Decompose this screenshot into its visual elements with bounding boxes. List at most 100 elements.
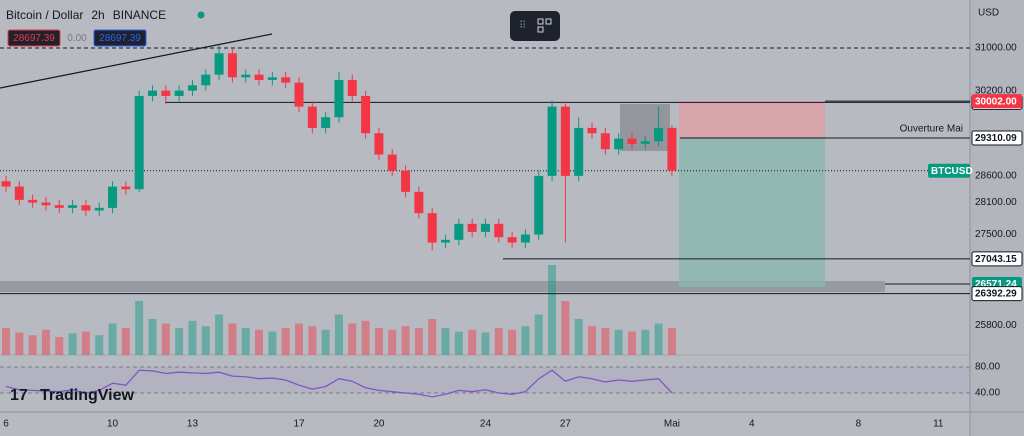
- candle-body: [547, 106, 557, 176]
- volume-bar: [454, 331, 463, 355]
- candle-body: [187, 85, 197, 91]
- buy-box[interactable]: [93, 29, 147, 47]
- volume-bar: [441, 328, 450, 355]
- candle-body: [94, 207, 104, 211]
- volume-bar: [614, 329, 623, 355]
- candle-body: [587, 127, 597, 134]
- volume-bar: [121, 328, 130, 355]
- x-tick-label: 27: [560, 419, 572, 430]
- x-tick-label: 11: [933, 419, 944, 430]
- volume-bar: [641, 329, 650, 355]
- volume-bar: [55, 337, 64, 355]
- status-dot: [197, 11, 205, 19]
- candle-body: [174, 90, 184, 96]
- volume-bar: [361, 320, 370, 355]
- logo-mark: 17: [10, 387, 28, 404]
- exchange: BINANCE: [113, 8, 166, 22]
- level-note: Ouverture Mai: [900, 124, 963, 135]
- volume-bar: [494, 328, 503, 355]
- candle-body: [494, 223, 504, 238]
- x-tick-label: 6: [3, 419, 9, 430]
- x-tick-label: 8: [856, 419, 862, 430]
- volume-bar: [334, 314, 343, 355]
- candle-body: [614, 138, 624, 150]
- icon: [537, 18, 544, 25]
- volume-bar: [215, 314, 224, 355]
- stop-zone: [679, 101, 825, 138]
- price-label: 27043.15: [975, 254, 1017, 265]
- price-label-bg: [928, 163, 970, 178]
- candle-body: [654, 127, 664, 142]
- candle-body: [387, 154, 397, 171]
- price-label: BTCUSD: [931, 166, 973, 177]
- rsi-line: [5, 369, 673, 398]
- y-tick-label: 27500.00: [975, 229, 1017, 240]
- price-label-bg: [971, 286, 1023, 302]
- rsi-tick-label: 40.00: [975, 388, 1000, 399]
- volume-bar: [481, 332, 490, 355]
- candle-body: [600, 133, 610, 150]
- candle-body: [441, 239, 451, 243]
- volume-bar: [521, 326, 530, 355]
- volume-bar: [95, 335, 104, 355]
- candle-body: [640, 141, 650, 144]
- candle-body: [520, 234, 530, 243]
- candle-body: [1, 181, 11, 187]
- drag-handle: ⠿: [519, 21, 526, 32]
- volume-bar: [601, 328, 610, 355]
- x-tick-label: Mai: [664, 419, 680, 430]
- candle-body: [427, 213, 437, 243]
- price-label-bg: [971, 130, 1023, 146]
- candle-body: [307, 106, 317, 128]
- candle-body: [254, 74, 264, 80]
- volume-bar: [414, 328, 423, 355]
- volume-bar: [508, 329, 517, 355]
- icon: [537, 26, 544, 33]
- volume-bar: [228, 323, 237, 355]
- icon: [545, 18, 552, 25]
- currency[interactable]: USD: [978, 8, 999, 19]
- volume-bar: [41, 329, 50, 355]
- candle-body: [214, 53, 224, 75]
- volume-bar: [348, 323, 357, 355]
- volume-bar: [15, 332, 24, 355]
- candle-body: [560, 106, 570, 176]
- volume-bar: [321, 329, 330, 355]
- price-label: 30002.00: [975, 96, 1017, 107]
- candle-body: [161, 90, 171, 96]
- candle-body: [534, 175, 544, 235]
- x-tick-label: 24: [480, 419, 492, 430]
- symbol-title: Bitcoin / Dollar 2h BINANCE: [6, 8, 166, 22]
- candle-body: [321, 117, 331, 128]
- y-tick-label: 30200.00: [975, 85, 1017, 96]
- y-tick-label: 28600.00: [975, 171, 1017, 182]
- candle-body: [374, 133, 384, 155]
- rsi-band: [0, 367, 970, 393]
- sell-box[interactable]: [7, 29, 61, 47]
- x-tick-label: 20: [373, 419, 385, 430]
- volume-bar: [148, 319, 157, 355]
- price-label: 26392.29: [975, 289, 1017, 300]
- volume-bar: [281, 328, 290, 355]
- candle-body: [28, 199, 38, 203]
- sell-price: 28697.39: [13, 33, 55, 44]
- volume-bar: [548, 265, 557, 355]
- candle-body: [401, 170, 411, 192]
- logo: TradingView: [40, 387, 135, 404]
- candle-body: [454, 223, 464, 240]
- candle-body: [81, 205, 91, 211]
- volume-bar: [588, 326, 597, 355]
- volume-bar: [255, 329, 264, 355]
- rsi-tick-label: 80.00: [975, 362, 1000, 373]
- candle-body: [667, 127, 677, 171]
- volume-bar: [295, 323, 304, 355]
- candle-body: [281, 77, 291, 83]
- y-tick-label: 25800.00: [975, 320, 1017, 331]
- candle-body: [41, 202, 51, 206]
- volume-bar: [201, 326, 210, 355]
- volume-bar: [241, 328, 250, 355]
- toolbar[interactable]: [510, 11, 560, 41]
- y-tick-label: 28100.00: [975, 197, 1017, 208]
